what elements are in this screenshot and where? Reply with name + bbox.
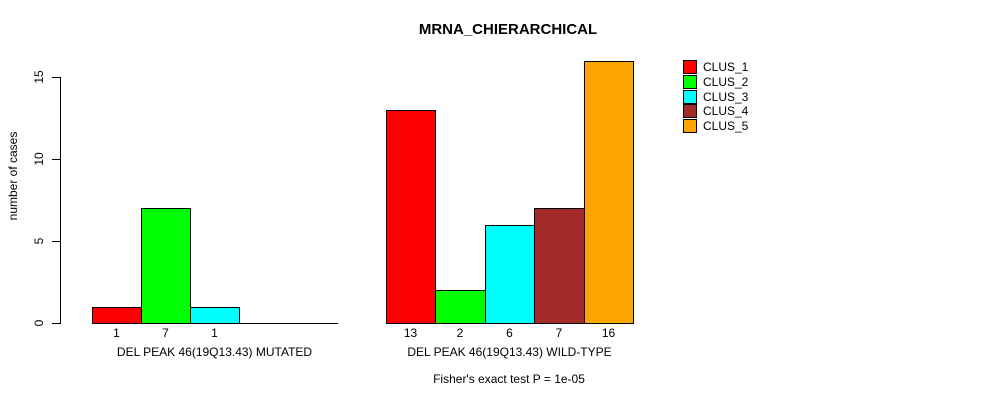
group-axis-label: DEL PEAK 46(19Q13.43) WILD-TYPE xyxy=(407,345,612,359)
bar-value-label: 6 xyxy=(506,326,513,340)
group-axis-label: DEL PEAK 46(19Q13.43) MUTATED xyxy=(116,345,313,359)
legend-color-swatch xyxy=(683,75,697,89)
y-tick-label: 0 xyxy=(32,319,46,327)
legend-item: CLUS_2 xyxy=(683,75,748,89)
bar-value-label: 1 xyxy=(211,326,218,340)
bar xyxy=(190,307,240,324)
legend-color-swatch xyxy=(683,119,697,133)
annotation-text: Fisher's exact test P = 1e-05 xyxy=(433,372,585,386)
bar xyxy=(534,208,585,324)
legend-item: CLUS_5 xyxy=(683,119,748,133)
y-tick-label: 10 xyxy=(32,152,46,166)
bar-value-label: 7 xyxy=(555,326,563,340)
y-tick-mark xyxy=(52,323,60,324)
bar-value-label: 1 xyxy=(113,326,120,340)
legend-color-swatch xyxy=(683,60,697,74)
legend-item: CLUS_1 xyxy=(683,60,748,74)
bar xyxy=(485,225,535,324)
legend-item: CLUS_3 xyxy=(683,90,748,104)
bar-value-label: 13 xyxy=(403,326,418,340)
legend-item: CLUS_4 xyxy=(683,104,748,118)
bar xyxy=(435,290,486,324)
legend-item-label: CLUS_5 xyxy=(703,119,749,133)
y-axis-label: number of cases xyxy=(6,131,20,221)
legend-item-label: CLUS_4 xyxy=(703,104,749,118)
y-tick-mark xyxy=(52,159,60,160)
y-tick-mark xyxy=(52,77,60,78)
bar-value-label: 2 xyxy=(456,326,464,340)
y-tick-label: 5 xyxy=(32,237,46,245)
bar-value-label: 16 xyxy=(601,326,616,340)
legend-item-label: CLUS_3 xyxy=(703,90,749,104)
chart-title: MRNA_CHIERARCHICAL xyxy=(418,21,598,38)
legend-color-swatch xyxy=(683,104,697,118)
y-tick-label: 15 xyxy=(32,70,46,84)
bar xyxy=(92,307,142,324)
legend-item-label: CLUS_2 xyxy=(703,75,749,89)
bar xyxy=(584,61,634,324)
legend-color-swatch xyxy=(683,90,697,104)
y-tick-mark xyxy=(52,241,60,242)
bar-value-label: 7 xyxy=(162,326,169,340)
y-axis-line xyxy=(60,77,61,324)
legend-item-label: CLUS_1 xyxy=(703,60,749,74)
bar xyxy=(141,208,191,324)
bar xyxy=(386,110,436,324)
